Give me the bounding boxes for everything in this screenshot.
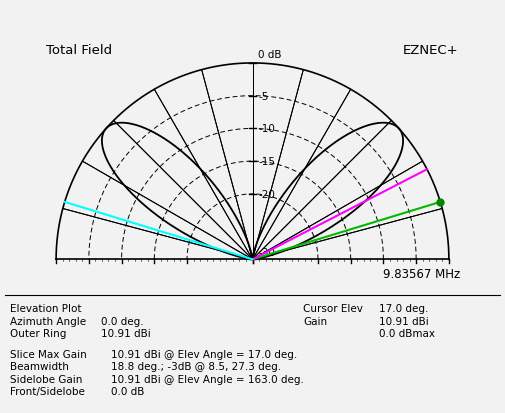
Text: Elevation Plot: Elevation Plot — [10, 304, 82, 313]
Text: 0.0 dBmax: 0.0 dBmax — [379, 328, 435, 338]
Text: 10.91 dBi @ Elev Angle = 163.0 deg.: 10.91 dBi @ Elev Angle = 163.0 deg. — [111, 374, 304, 384]
Text: -10: -10 — [259, 124, 275, 134]
Text: 17.0 deg.: 17.0 deg. — [379, 304, 428, 313]
Text: -15: -15 — [259, 157, 275, 167]
Text: EZNEC+: EZNEC+ — [403, 44, 459, 57]
Text: 0.0 deg.: 0.0 deg. — [101, 316, 143, 326]
Text: Total Field: Total Field — [46, 44, 113, 57]
Text: Sidelobe Gain: Sidelobe Gain — [10, 374, 82, 384]
Text: 10.91 dBi: 10.91 dBi — [101, 328, 151, 338]
Text: Gain: Gain — [303, 316, 327, 326]
Text: -20: -20 — [259, 190, 275, 199]
Text: Beamwidth: Beamwidth — [10, 361, 69, 371]
Text: Cursor Elev: Cursor Elev — [303, 304, 363, 313]
Text: Slice Max Gain: Slice Max Gain — [10, 349, 87, 359]
Text: 10.91 dBi: 10.91 dBi — [379, 316, 429, 326]
Text: 18.8 deg.; -3dB @ 8.5, 27.3 deg.: 18.8 deg.; -3dB @ 8.5, 27.3 deg. — [111, 361, 281, 371]
Text: 0 dB: 0 dB — [259, 50, 282, 60]
Text: -5: -5 — [259, 91, 269, 102]
Text: Front/Sidelobe: Front/Sidelobe — [10, 386, 85, 396]
Text: 10.91 dBi @ Elev Angle = 17.0 deg.: 10.91 dBi @ Elev Angle = 17.0 deg. — [111, 349, 297, 359]
Text: Outer Ring: Outer Ring — [10, 328, 67, 338]
Text: -30: -30 — [259, 248, 275, 258]
Text: 0.0 dB: 0.0 dB — [111, 386, 144, 396]
Text: 9.83567 MHz: 9.83567 MHz — [383, 268, 461, 280]
Text: Azimuth Angle: Azimuth Angle — [10, 316, 86, 326]
